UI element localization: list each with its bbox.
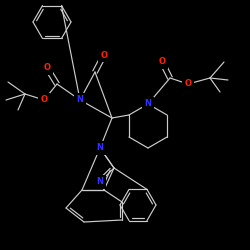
Text: O: O: [44, 64, 51, 72]
Text: N: N: [96, 144, 103, 152]
Text: O: O: [158, 58, 166, 66]
Text: N: N: [144, 100, 152, 108]
Text: N: N: [76, 96, 84, 104]
Text: O: O: [100, 50, 107, 59]
Text: O: O: [40, 96, 48, 104]
Text: O: O: [184, 80, 192, 88]
Text: N: N: [96, 178, 103, 186]
